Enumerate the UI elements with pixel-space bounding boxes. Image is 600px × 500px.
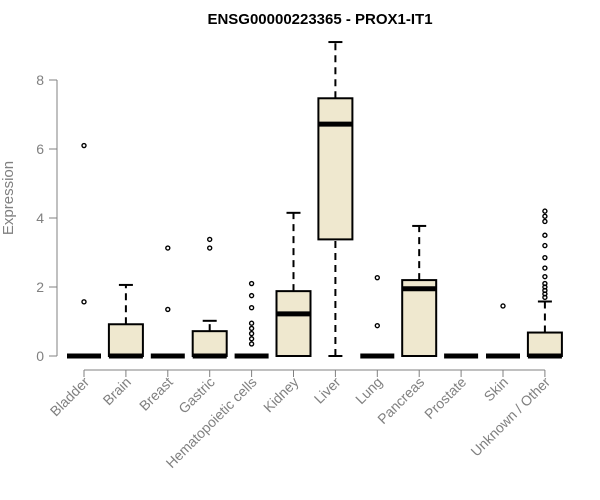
outlier-point [542,218,548,225]
outlier-point [542,254,548,261]
box-body [401,279,438,358]
box-group [275,211,312,358]
box-group [191,236,228,359]
x-tick-label: Breast [136,374,176,414]
y-axis-label: Expression [0,161,17,235]
outlier-point [248,325,255,332]
outlier-point [206,245,213,251]
outlier-point [248,341,255,347]
box-group [317,41,354,357]
plot-area [67,41,563,359]
y-tick-label: 4 [36,210,44,226]
outlier-point [542,273,548,280]
outlier-point [542,208,548,214]
outlier-point [248,280,255,287]
y-tick-label: 6 [36,141,44,157]
outlier-point [248,336,255,342]
x-tick-label: Lung [352,374,385,407]
outlier-point [542,213,548,219]
box-group [486,303,520,359]
outlier-point [500,303,506,309]
box-group [234,280,269,359]
box-group [360,274,395,359]
outlier-point [248,320,255,326]
box-group [150,245,185,359]
outlier-point [165,306,171,313]
box-body [526,331,563,358]
box-body [191,330,228,358]
y-tick-label: 0 [36,348,44,364]
outlier-point [206,236,213,243]
y-axis: 0 2 4 6 8 [36,72,58,364]
x-tick-label: Liver [311,374,344,407]
box-body [317,97,354,241]
box-group [107,283,144,359]
x-tick-label: Unknown / Other [467,374,553,460]
outlier-point [81,299,87,305]
outlier-point [248,330,255,337]
outlier-point [374,274,380,281]
outlier-point [542,265,548,271]
box-group [67,142,101,359]
x-tick-label: Kidney [260,374,302,416]
box-group [401,224,438,358]
y-tick-label: 2 [36,279,44,295]
outlier-point [542,280,548,287]
x-tick-label: Brain [100,374,134,408]
outlier-point [81,142,87,149]
box-group [526,208,563,359]
outlier-point [542,232,548,238]
x-tick-label: Bladder [47,374,93,420]
x-tick-label: Prostate [421,374,469,422]
outlier-point [165,245,171,251]
box-body [107,323,144,358]
outlier-point [248,292,255,299]
outlier-point [542,242,548,249]
x-tick-label: Skin [481,374,512,405]
chart-title: ENSG00000223365 - PROX1-IT1 [207,11,432,28]
box-body [275,290,312,358]
y-tick-label: 8 [36,72,44,88]
outlier-point [374,322,380,329]
outlier-point [248,305,255,311]
x-tick-label: Pancreas [374,374,427,427]
